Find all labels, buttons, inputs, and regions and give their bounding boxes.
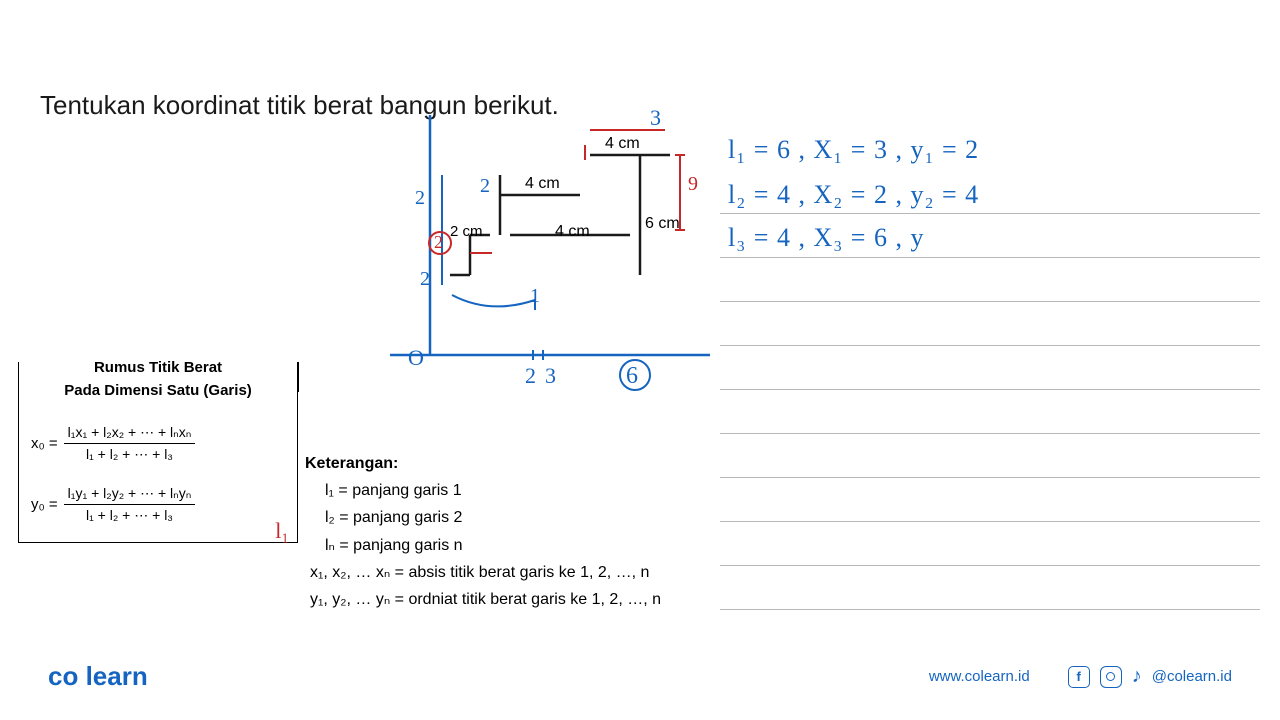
hw-b6: 6 <box>626 363 638 390</box>
y0-num: l₁y₁ + l₂y₂ + ⋯ + lₙyₙ <box>64 485 196 505</box>
kt-l2: l₂ = panjang garis 2 <box>325 504 661 531</box>
fb-heading-2: Pada Dimensi Satu (Garis) <box>31 380 285 403</box>
instagram-icon <box>1100 666 1122 688</box>
hw-circ2: 2 <box>434 232 443 253</box>
logo-dot <box>78 661 85 691</box>
fb-heading-1: Rumus Titik Berat <box>31 357 285 380</box>
lbl-top-4cm: 4 cm <box>605 135 640 153</box>
footer-right: www.colearn.id f ♪ @colearn.id <box>929 665 1232 688</box>
figure-diagram: 4 cm 4 cm 2 cm 4 cm 6 cm 3 9 2 2 2 2 O 1… <box>390 115 710 395</box>
hw-l1: l₁ <box>275 518 289 544</box>
formula-y0: y₀ = l₁y₁ + l₂y₂ + ⋯ + lₙyₙ l₁ + l₂ + ⋯ … <box>31 485 285 524</box>
footer: co learn www.colearn.id f ♪ @colearn.id <box>0 661 1280 692</box>
tiktok-icon: ♪ <box>1132 665 1142 688</box>
logo: co learn <box>48 661 148 692</box>
facebook-icon: f <box>1068 666 1090 688</box>
hw-3: 3 <box>650 105 661 131</box>
hw-O: O <box>408 345 424 371</box>
hw-line3: l₃ = 4 , X₃ = 6 , y <box>728 223 924 253</box>
logo-left: co <box>48 661 78 691</box>
formula-box: Rumus Titik Berat Pada Dimensi Satu (Gar… <box>18 392 298 543</box>
kt-l1: l₁ = panjang garis 1 <box>325 477 661 504</box>
lbl-right-4cm: 4 cm <box>555 223 590 241</box>
lbl-6cm: 6 cm <box>645 215 680 233</box>
hw-2b: 2 <box>420 268 430 291</box>
kt-title: Keterangan: <box>305 450 661 477</box>
hw-line1: l₁ = 6 , X₁ = 3 , y₁ = 2 <box>728 135 979 165</box>
hw-b1: 1 <box>530 285 540 308</box>
y0-lhs: y₀ = <box>31 496 58 513</box>
x0-den: l₁ + l₂ + ⋯ + l₃ <box>64 444 196 463</box>
hw-b2: 2 <box>525 363 536 389</box>
x0-lhs: x₀ = <box>31 435 58 452</box>
formula-x0: x₀ = l₁x₁ + l₂x₂ + ⋯ + lₙxₙ l₁ + l₂ + ⋯ … <box>31 424 285 463</box>
keterangan-block: Keterangan: l₁ = panjang garis 1 l₂ = pa… <box>305 450 661 613</box>
footer-handle: @colearn.id <box>1152 668 1232 685</box>
footer-url: www.colearn.id <box>929 668 1030 685</box>
kt-ln: lₙ = panjang garis n <box>325 532 661 559</box>
hw-9: 9 <box>688 173 698 196</box>
hw-b3: 3 <box>545 363 556 389</box>
x0-num: l₁x₁ + l₂x₂ + ⋯ + lₙxₙ <box>64 424 196 444</box>
logo-right: learn <box>86 661 148 691</box>
kt-ys: y₁, y₂, … yₙ = ordniat titik berat garis… <box>310 586 661 613</box>
lbl-left-2cm: 2 cm <box>450 223 483 240</box>
y0-den: l₁ + l₂ + ⋯ + l₃ <box>64 505 196 524</box>
kt-xs: x₁, x₂, … xₙ = absis titik berat garis k… <box>310 559 661 586</box>
hw-2a: 2 <box>415 187 425 210</box>
lbl-mid-4cm: 4 cm <box>525 175 560 193</box>
hw-line2: l₂ = 4 , X₂ = 2 , y₂ = 4 <box>728 180 979 210</box>
hw-mid2: 2 <box>480 175 490 198</box>
